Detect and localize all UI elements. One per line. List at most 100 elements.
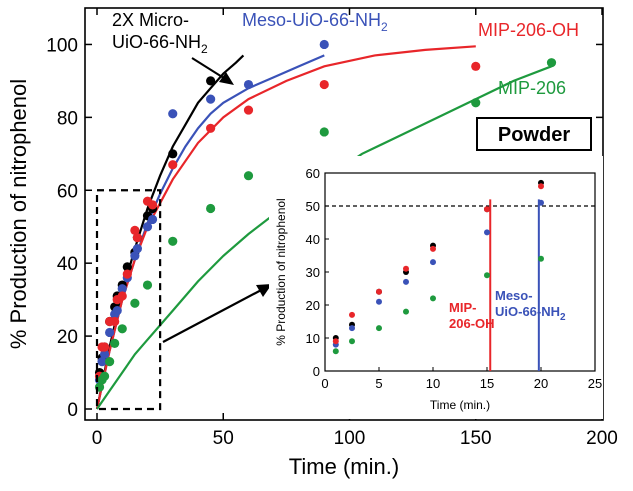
inset-point-mip-206-oh bbox=[332, 338, 339, 345]
data-point-mip-206 bbox=[471, 98, 481, 108]
data-point-meso-uio-66-nh2 bbox=[147, 214, 158, 225]
inset-label-meso-line2: UiO-66-NH2 bbox=[495, 304, 566, 323]
data-point-mip-206 bbox=[142, 280, 153, 290]
data-point-mip-206 bbox=[206, 203, 216, 214]
inset-point-mip-206 bbox=[484, 272, 490, 279]
data-point-mip-206-oh bbox=[471, 61, 481, 71]
data-point-meso-uio-66-nh2 bbox=[243, 79, 254, 90]
inset-point-mip-206 bbox=[430, 295, 436, 302]
inset-y-tick-label: 60 bbox=[306, 166, 320, 181]
main-y-tick-label: 60 bbox=[57, 181, 78, 202]
data-point-mip-206-oh bbox=[99, 342, 110, 352]
inset-marker-lines bbox=[489, 199, 540, 371]
inset-x-tick-label: 10 bbox=[426, 376, 440, 391]
zoom-arrowhead bbox=[256, 284, 272, 297]
powder-label: Powder bbox=[498, 124, 570, 146]
series-label-mip206: MIP-206 bbox=[498, 78, 566, 98]
micro-label-pointer bbox=[191, 57, 228, 81]
inset-point-mip-206-oh bbox=[376, 288, 382, 295]
series-label-micro-sub: 2 bbox=[201, 42, 208, 56]
data-point-meso-uio-66-nh2 bbox=[142, 222, 153, 232]
data-point-mip-206 bbox=[110, 338, 120, 348]
series-label-meso-sub: 2 bbox=[381, 20, 388, 34]
series-label-micro-line2: UiO-66-NH2 bbox=[112, 32, 208, 56]
inset-y-tick-label: 10 bbox=[306, 331, 320, 346]
inset-point-meso-uio-66-nh2 bbox=[403, 278, 409, 285]
inset-point-meso-uio-66-nh2 bbox=[349, 325, 355, 332]
data-point-mip-206-oh bbox=[206, 123, 216, 133]
inset-point-mip-206-oh bbox=[403, 265, 409, 272]
data-point-meso-uio-66-nh2 bbox=[97, 357, 107, 367]
data-point-meso-uio-66-nh2 bbox=[319, 39, 329, 50]
main-y-tick-label: 20 bbox=[57, 327, 78, 348]
data-point-mip-206-oh bbox=[319, 79, 329, 90]
fit-curve-2x-micro-uio-66-nh2 bbox=[95, 54, 245, 410]
main-x-tick-label: 0 bbox=[92, 428, 103, 449]
inset-point-meso-uio-66-nh2 bbox=[538, 199, 544, 206]
data-point-mip-206 bbox=[546, 58, 557, 68]
inset-point-meso-uio-66-nh2 bbox=[484, 229, 490, 236]
data-point-mip-206 bbox=[99, 371, 110, 381]
inset-y-tick-label: 50 bbox=[306, 199, 320, 214]
inset-y-axis-title: % Production of nitrophenol bbox=[274, 198, 288, 345]
data-point-mip-206-oh bbox=[243, 105, 254, 115]
inset-point-mip-206-oh bbox=[349, 311, 355, 318]
series-label-micro-line1: 2X Micro- bbox=[112, 10, 189, 30]
inset-data-points bbox=[332, 179, 544, 355]
inset-x-axis-title: Time (min.) bbox=[430, 398, 490, 412]
series-label-micro-main: UiO-66-NH bbox=[112, 32, 201, 52]
data-point-mip-206-oh bbox=[122, 269, 132, 279]
zoom-region-box bbox=[95, 189, 162, 411]
data-point-mip-206 bbox=[243, 171, 254, 181]
inset-x-tick-label: 20 bbox=[534, 376, 548, 391]
data-point-mip-206 bbox=[319, 127, 329, 137]
inset-point-mip-206-oh bbox=[484, 206, 490, 213]
data-point-meso-uio-66-nh2 bbox=[132, 244, 142, 254]
series-label-meso: Meso-UiO-66-NH2 bbox=[242, 10, 388, 34]
inset-point-meso-uio-66-nh2 bbox=[376, 298, 382, 305]
inset-point-mip-206 bbox=[538, 255, 544, 262]
data-point-mip-206-oh bbox=[168, 160, 178, 170]
inset-point-mip-206 bbox=[349, 338, 355, 345]
inset-axis-ticks: 0 5 10 15 20 25 0 10 20 30 40 50 60 bbox=[306, 166, 603, 391]
data-point-mip-206-oh bbox=[132, 233, 142, 243]
main-x-tick-label: 100 bbox=[334, 428, 366, 449]
data-point-mip-206 bbox=[105, 357, 115, 367]
data-point-meso-uio-66-nh2 bbox=[117, 284, 127, 294]
data-point-meso-uio-66-nh2 bbox=[99, 349, 110, 359]
inset-chart: 0 5 10 15 20 25 0 10 20 30 40 50 60 MIP- 206-OH Meso… bbox=[269, 156, 603, 419]
inset-x-tick-label: 25 bbox=[588, 376, 602, 391]
main-x-tick-label: 200 bbox=[586, 428, 618, 449]
inset-point-mip-206 bbox=[332, 348, 339, 355]
fit-curve-mip-206 bbox=[96, 65, 552, 410]
inset-x-tick-label: 5 bbox=[375, 376, 382, 391]
inset-point-meso-uio-66-nh2 bbox=[430, 259, 436, 266]
data-point-mip-206 bbox=[117, 324, 127, 334]
data-point-mip-206 bbox=[130, 298, 140, 308]
data-point-meso-uio-66-nh2 bbox=[112, 305, 122, 316]
main-y-tick-label: 40 bbox=[57, 254, 78, 275]
main-x-tick-label: 50 bbox=[213, 428, 234, 449]
data-point-2x-micro-uio-66-nh2 bbox=[122, 262, 132, 272]
main-data-points bbox=[94, 39, 557, 392]
inset-y-tick-label: 0 bbox=[313, 364, 320, 379]
inset-label-meso-line1: Meso- bbox=[495, 288, 533, 303]
zoom-arrow bbox=[162, 287, 266, 343]
data-point-mip-206-oh bbox=[147, 200, 158, 210]
data-point-meso-uio-66-nh2 bbox=[130, 251, 140, 261]
data-point-2x-micro-uio-66-nh2 bbox=[168, 149, 178, 159]
data-point-mip-206-oh bbox=[117, 291, 127, 301]
inset-label-meso-sub: 2 bbox=[560, 312, 566, 323]
data-point-meso-uio-66-nh2 bbox=[168, 109, 178, 119]
inset-point-mip-206 bbox=[403, 308, 409, 315]
inset-y-tick-label: 20 bbox=[306, 298, 320, 313]
inset-label-mip206oh-line1: MIP- bbox=[449, 300, 476, 315]
main-y-tick-label: 0 bbox=[67, 400, 78, 421]
inset-label-mip206oh-line2: 206-OH bbox=[449, 316, 495, 331]
powder-label-box bbox=[476, 117, 592, 151]
main-x-axis-title: Time (min.) bbox=[289, 454, 399, 479]
inset-point-mip-206 bbox=[376, 325, 382, 332]
main-y-axis-title: % Production of nitrophenol bbox=[6, 79, 31, 349]
series-label-meso-main: Meso-UiO-66-NH bbox=[242, 10, 381, 30]
